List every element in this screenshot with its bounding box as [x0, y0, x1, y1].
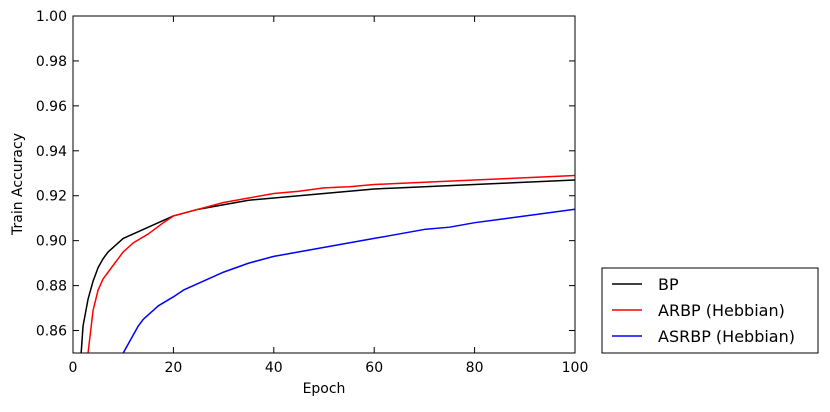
series-line-1	[87, 174, 575, 353]
y-axis: 0.86 0.88 0.90 0.92 0.94 0.96 0.98 1.00	[36, 9, 575, 340]
x-tick-label: 40	[265, 360, 283, 376]
legend: BP ARBP (Hebbian) ASRBP (Hebbian)	[601, 267, 819, 354]
plot-frame	[72, 15, 576, 354]
y-tick-label: 0.90	[36, 234, 67, 250]
y-tick-label: 0.94	[36, 144, 67, 160]
y-tick-label: 0.98	[36, 54, 67, 70]
x-axis: 0 20 40 60 80 100	[69, 16, 589, 376]
x-tick-label: 60	[365, 360, 383, 376]
y-tick-label: 0.96	[36, 99, 67, 115]
x-tick-label: 20	[164, 360, 182, 376]
x-tick-label: 100	[562, 360, 589, 376]
legend-label: ASRBP (Hebbian)	[658, 327, 795, 346]
y-axis-label: Train Accuracy	[10, 133, 26, 236]
series-line-0	[80, 179, 575, 353]
legend-label: ARBP (Hebbian)	[658, 301, 785, 320]
y-tick-label: 0.92	[36, 189, 67, 205]
series-line-2	[122, 208, 575, 353]
legend-label: BP	[658, 275, 679, 294]
y-tick-label: 0.88	[36, 279, 67, 295]
x-tick-label: 0	[69, 360, 78, 376]
plot-area	[80, 174, 575, 353]
x-axis-label: Epoch	[303, 381, 346, 397]
y-tick-label: 0.86	[36, 324, 67, 340]
y-tick-label: 1.00	[36, 9, 67, 25]
x-tick-label: 80	[466, 360, 484, 376]
